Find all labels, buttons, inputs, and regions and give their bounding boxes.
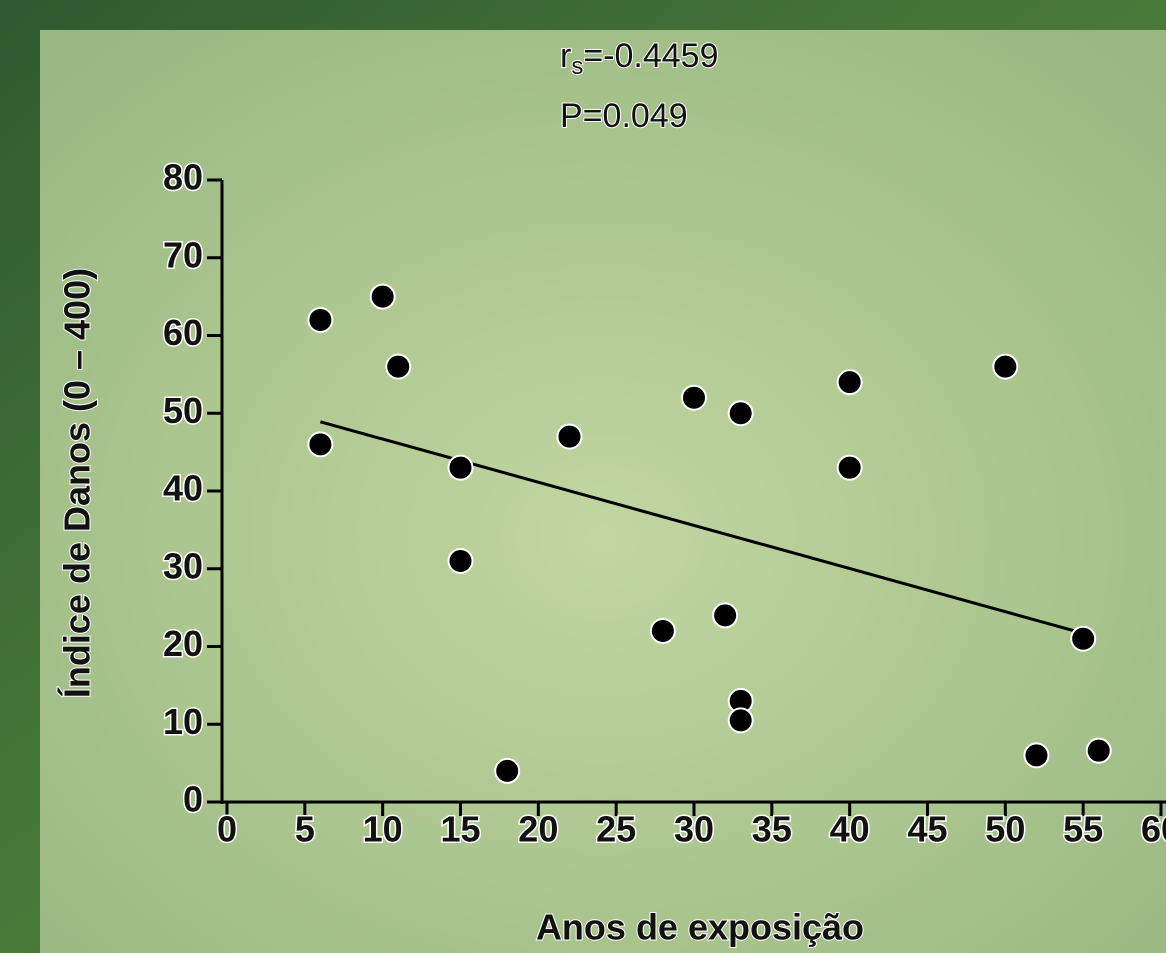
- x-tick-label: 30: [674, 809, 714, 850]
- y-tick-label: 30: [163, 545, 203, 586]
- y-tick-label: 80: [163, 157, 203, 198]
- x-tick-label: 5: [295, 809, 315, 850]
- point: [308, 432, 332, 456]
- y-tick-label: 10: [163, 701, 203, 742]
- y-axis-label: Índice de Danos (0 – 400): [57, 268, 98, 698]
- point: [729, 401, 753, 425]
- point: [713, 603, 737, 627]
- point: [1071, 627, 1095, 651]
- point: [729, 708, 753, 732]
- x-tick-label: 20: [518, 809, 558, 850]
- point: [308, 308, 332, 332]
- x-tick-label: 15: [440, 809, 480, 850]
- x-tick-label: 45: [907, 809, 947, 850]
- point: [651, 619, 675, 643]
- y-tick-label: 60: [163, 312, 203, 353]
- point: [993, 355, 1017, 379]
- chart: rs=-0.4459 P=0.049 Anos de exposição Índ…: [0, 0, 1166, 953]
- annotation-r-sub: s: [571, 53, 583, 80]
- point: [1087, 739, 1111, 763]
- x-tick-label: 50: [985, 809, 1025, 850]
- point: [449, 456, 473, 480]
- y-tick-label: 50: [163, 390, 203, 431]
- y-tick-label: 0: [183, 779, 203, 820]
- y-tick-label: 20: [163, 623, 203, 664]
- point: [682, 386, 706, 410]
- annotation-r-letter: r: [560, 37, 571, 75]
- y-tick-label: 70: [163, 234, 203, 275]
- point: [838, 456, 862, 480]
- point: [371, 285, 395, 309]
- point: [495, 759, 519, 783]
- x-tick-label: 25: [596, 809, 636, 850]
- x-tick-label: 60: [1141, 809, 1166, 850]
- x-axis-label: Anos de exposição: [536, 907, 864, 948]
- x-tick-label: 35: [752, 809, 792, 850]
- x-tick-label: 0: [217, 809, 237, 850]
- x-tick-label: 40: [830, 809, 870, 850]
- point: [1024, 743, 1048, 767]
- x-tick-label: 55: [1063, 809, 1103, 850]
- point: [449, 549, 473, 573]
- annotation-r: rs=-0.4459: [560, 37, 719, 80]
- point: [386, 355, 410, 379]
- annotation-r-value: =-0.4459: [583, 37, 718, 75]
- annotation-p: P=0.049: [560, 97, 688, 135]
- x-tick-label: 10: [363, 809, 403, 850]
- y-tick-label: 40: [163, 468, 203, 509]
- point: [838, 370, 862, 394]
- point: [557, 425, 581, 449]
